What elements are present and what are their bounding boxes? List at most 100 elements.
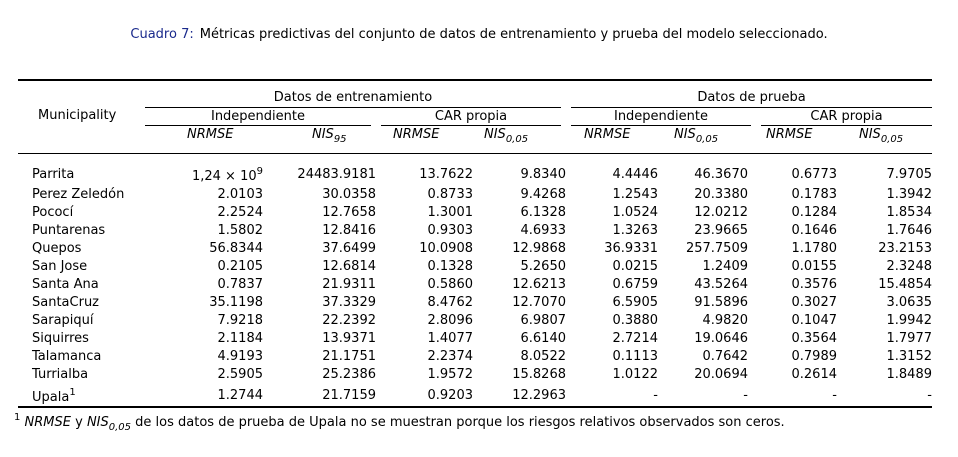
value-cell: 21.9311 <box>322 277 376 292</box>
value-cell: 1.2744 <box>217 387 264 403</box>
value-cell: 0.1783 <box>791 187 838 202</box>
value-cell: 56.8344 <box>209 241 263 256</box>
value-cell: 257.7509 <box>685 241 748 256</box>
value-cell: 6.1328 <box>520 205 567 220</box>
footnote-ref: 1 <box>69 387 76 398</box>
table-row: Talamanca 4.9193 21.1751 2.2374 8.0522 0.1113… <box>18 348 932 366</box>
footnote-nrmse: NRMSE <box>24 415 71 430</box>
test-car-cmidrule <box>761 125 932 126</box>
value-cell: 0.3880 <box>612 313 659 328</box>
value-cell: 36.9331 <box>604 241 658 256</box>
value-cell: - <box>927 387 932 403</box>
value-cell: 1.3942 <box>886 187 933 202</box>
value-cell: 30.0358 <box>322 187 376 202</box>
bottom-rule <box>18 406 932 408</box>
value-cell: 1.2543 <box>612 187 659 202</box>
col-nis-3: NIS0,05 <box>674 127 719 145</box>
value-cell: 24483.9181 <box>297 166 376 182</box>
value-cell: 1.3001 <box>427 205 474 220</box>
value-cell: 10.0908 <box>419 241 473 256</box>
value-cell: 8.4762 <box>427 295 474 310</box>
table-row: Puntarenas 1.5802 12.8416 0.9303 4.6933 1.326… <box>18 222 932 240</box>
value-cell: 2.7214 <box>612 331 659 346</box>
value-cell: 1.4077 <box>427 331 474 346</box>
col-nis-1: NIS95 <box>312 127 347 145</box>
value-cell: 13.9371 <box>322 331 376 346</box>
value-cell: 12.6213 <box>512 277 566 292</box>
table-row: Siquirres 2.1184 13.9371 1.4077 6.6140 2.7214… <box>18 330 932 348</box>
value-cell: 21.1751 <box>322 349 376 364</box>
test-cmidrule <box>571 107 932 108</box>
value-cell: 12.6814 <box>322 259 376 274</box>
municipality-cell: Upala1 <box>32 387 76 405</box>
value-cell: 0.7837 <box>217 277 264 292</box>
value-cell: 12.7658 <box>322 205 376 220</box>
footnote-text: de los datos de prueba de Upala no se mu… <box>135 415 785 430</box>
value-cell: 4.4446 <box>612 166 659 182</box>
value-cell: 15.4854 <box>878 277 932 292</box>
value-cell: 1,24 × 109 <box>191 166 263 184</box>
table-body: Parrita 1,24 × 109 24483.9181 13.7622 9.8340… <box>18 163 932 407</box>
value-cell: 2.5905 <box>217 367 264 382</box>
municipality-cell: Quepos <box>32 241 82 256</box>
exponent: 9 <box>256 166 263 177</box>
value-cell: 37.6499 <box>322 241 376 256</box>
value-cell: 6.9807 <box>520 313 567 328</box>
value-cell: 2.3248 <box>886 259 933 274</box>
value-cell: 46.3670 <box>694 166 748 182</box>
value-cell: - <box>653 387 658 403</box>
value-cell: 1.7977 <box>886 331 933 346</box>
value-cell: 9.4268 <box>520 187 567 202</box>
value-cell: 15.8268 <box>512 367 566 382</box>
value-cell: 20.0694 <box>694 367 748 382</box>
value-cell: 6.6140 <box>520 331 567 346</box>
value-cell: 0.3564 <box>791 331 838 346</box>
value-cell: 0.2614 <box>791 367 838 382</box>
value-cell: - <box>743 387 748 403</box>
municipality-cell: SantaCruz <box>32 295 100 310</box>
value-cell: 1.8534 <box>886 205 933 220</box>
value-cell: 12.9868 <box>512 241 566 256</box>
value-cell: 12.8416 <box>322 223 376 238</box>
value-cell: 2.8096 <box>427 313 474 328</box>
value-cell: 12.7070 <box>512 295 566 310</box>
table-row: Perez Zeledón 2.0103 30.0358 0.8733 9.4268 1.… <box>18 186 932 204</box>
value-cell: 0.1047 <box>791 313 838 328</box>
test-ind-cmidrule <box>571 125 751 126</box>
value-cell: 20.3380 <box>694 187 748 202</box>
value-cell: 9.8340 <box>520 166 567 182</box>
value-cell: 91.5896 <box>694 295 748 310</box>
value-cell: 4.6933 <box>520 223 567 238</box>
municipality-cell: Santa Ana <box>32 277 99 292</box>
value-cell: 1.5802 <box>217 223 264 238</box>
value-cell: 0.0155 <box>791 259 838 274</box>
value-cell: 0.7642 <box>702 349 749 364</box>
value-cell: 4.9820 <box>702 313 749 328</box>
header-train-car: CAR propia <box>434 109 508 124</box>
municipality-cell: Pococí <box>32 205 74 220</box>
header-test-independiente: Independiente <box>613 109 708 124</box>
value-cell: 0.3027 <box>791 295 838 310</box>
value-cell: 21.7159 <box>322 387 376 403</box>
value-cell: 12.2963 <box>512 387 566 403</box>
header-municipality: Municipality <box>38 108 117 123</box>
col-nrmse-2: NRMSE <box>393 127 440 142</box>
value-cell: 1.0524 <box>612 205 659 220</box>
municipality-cell: San Jose <box>32 259 88 274</box>
value-cell: 6.5905 <box>612 295 659 310</box>
header-train-group: Datos de entrenamiento <box>273 90 433 105</box>
municipality-cell: Sarapiquí <box>32 313 94 328</box>
value-cell: 1.2409 <box>702 259 749 274</box>
value-cell: 0.9303 <box>427 223 474 238</box>
value-cell: 0.7989 <box>791 349 838 364</box>
col-nis-4: NIS0,05 <box>859 127 904 145</box>
table-caption: Cuadro 7: Métricas predictivas del conjun… <box>0 27 958 42</box>
value-cell: 1.9942 <box>886 313 933 328</box>
value-cell: 0.6759 <box>612 277 659 292</box>
header-train-independiente: Independiente <box>210 109 305 124</box>
value-cell: 0.1113 <box>612 349 659 364</box>
municipality-cell: Turrialba <box>32 367 89 382</box>
value-cell: 1.3152 <box>886 349 933 364</box>
value-cell: 1.7646 <box>886 223 933 238</box>
municipality-cell: Puntarenas <box>32 223 106 238</box>
